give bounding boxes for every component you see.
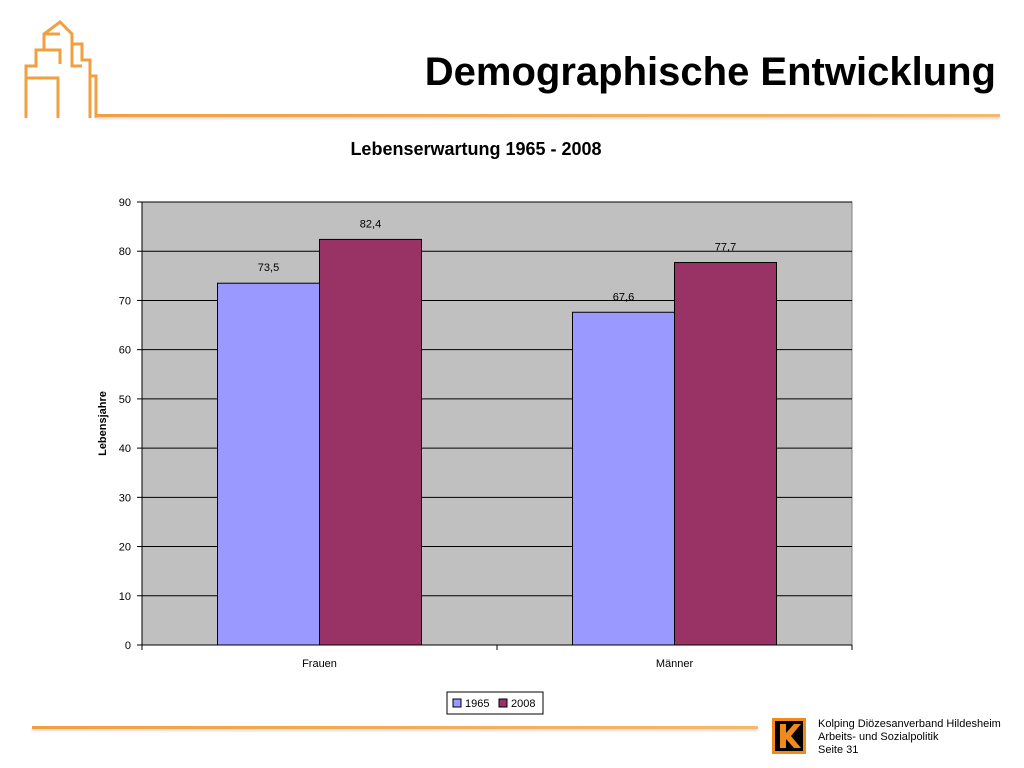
- house-outline-icon: [24, 20, 98, 118]
- y-tick-label: 20: [119, 542, 131, 554]
- y-tick-label: 50: [119, 394, 131, 406]
- y-tick-label: 0: [125, 640, 131, 652]
- bar-2008: [319, 238, 422, 646]
- y-tick-label: 40: [119, 443, 131, 455]
- y-tick-label: 60: [119, 345, 131, 357]
- y-tick-label: 70: [119, 295, 131, 307]
- x-tick-label: Frauen: [302, 658, 337, 670]
- data-label: 77,7: [715, 242, 736, 254]
- title-divider: [95, 114, 1000, 117]
- legend-swatch-1965: [452, 698, 462, 708]
- footer-info: Kolping Diözesanverband Hildesheim Arbei…: [818, 718, 1001, 757]
- x-tick-label: Männer: [656, 658, 694, 670]
- data-label: 73,5: [258, 262, 279, 274]
- y-tick-label: 90: [119, 197, 131, 209]
- legend-label: 2008: [511, 698, 535, 710]
- legend-swatch-2008: [498, 698, 508, 708]
- y-tick-label: 10: [119, 591, 131, 603]
- kolping-k-logo: [772, 718, 806, 754]
- data-label: 67,6: [613, 291, 634, 303]
- bar-1965: [217, 282, 320, 646]
- bar-2008: [674, 262, 777, 646]
- footer-organization: Kolping Diözesanverband Hildesheim: [818, 718, 1001, 730]
- bar-1965: [572, 311, 675, 646]
- chart-title: Lebenserwartung 1965 - 2008: [350, 139, 602, 159]
- page-title: Demographische Entwicklung: [424, 50, 996, 94]
- y-tick-label: 30: [119, 492, 131, 504]
- y-tick-label: 80: [119, 246, 131, 258]
- legend-label: 1965: [465, 698, 489, 710]
- footer-page-number: Seite 31: [818, 744, 859, 756]
- legend: [446, 691, 544, 715]
- footer-department: Arbeits- und Sozialpolitik: [818, 731, 939, 743]
- footer-divider: [32, 726, 758, 729]
- data-label: 82,4: [360, 218, 381, 230]
- y-axis-label: Lebensjahre: [97, 391, 109, 456]
